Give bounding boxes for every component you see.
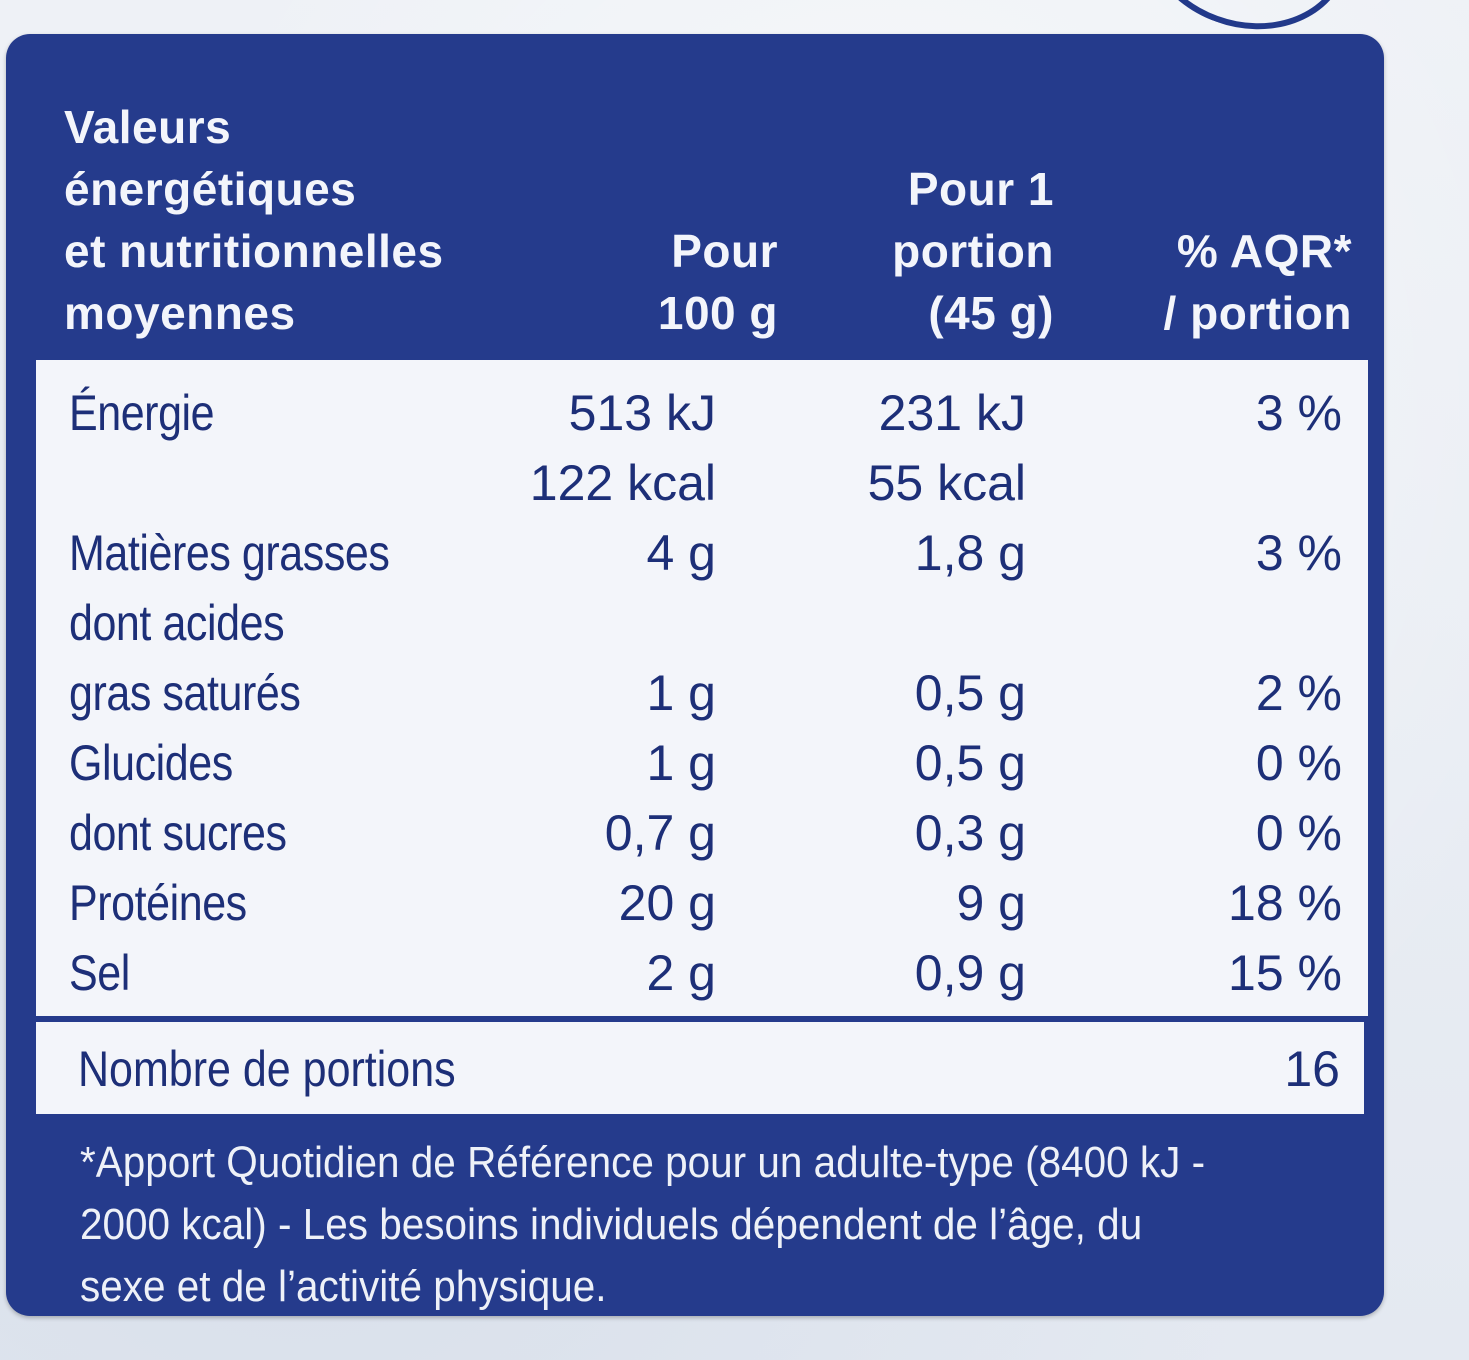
value-per-100g: 2 g [646, 945, 716, 1001]
header-col3-line: % AQR* [1176, 225, 1352, 277]
portions-box: Nombre de portions 16 [36, 1022, 1364, 1114]
header-col2-line: Pour 1 [907, 163, 1054, 215]
table-row: Énergie [38, 378, 1180, 448]
header-col3-line: / portion [1163, 287, 1352, 339]
header-label: Valeurs énergétiques et nutritionnelles … [64, 96, 584, 344]
footnote-line: *Apport Quotidien de Référence pour un a… [80, 1138, 1206, 1187]
table-row: dont sucres [38, 798, 1180, 868]
header-label-line: énergétiques [64, 163, 357, 215]
header-col1-line: 100 g [657, 287, 778, 339]
value-per-100g: 1 g [646, 735, 716, 791]
table-row-values: 20 g 9 g 18 % [38, 868, 1366, 938]
header-label-line: moyennes [64, 287, 296, 339]
nutrient-name: Énergie [68, 385, 215, 441]
value-per-100g: 0,7 g [604, 805, 716, 861]
nutrient-name: dont acides [68, 595, 285, 651]
value-aqr: 0 % [1255, 805, 1342, 861]
table-row-values: 0,7 g 0,3 g 0 % [38, 798, 1366, 868]
footnote-line: sexe et de l’activité physique. [80, 1262, 607, 1311]
value-per-100g: 122 kcal [529, 455, 716, 511]
value-per-portion: 231 kJ [878, 385, 1026, 441]
value-per-portion: 9 g [956, 875, 1026, 931]
value-per-100g: 4 g [646, 525, 716, 581]
table-row: Sel [38, 938, 1180, 1008]
table-row: Glucides [38, 728, 1180, 798]
footnote-line: 2000 kcal) - Les besoins individuels dép… [80, 1200, 1143, 1249]
nutrient-name: Matières grasses [68, 525, 390, 581]
table-row-values: 4 g 1,8 g 3 % [38, 518, 1366, 588]
portions-value: 16 [1284, 1041, 1340, 1097]
value-per-portion: 0,5 g [914, 665, 1026, 721]
value-per-portion: 0,9 g [914, 945, 1026, 1001]
table-row-values: 2 g 0,9 g 15 % [38, 938, 1366, 1008]
value-aqr: 15 % [1228, 945, 1342, 1001]
value-aqr: 3 % [1255, 385, 1342, 441]
table-row-values: 1 g 0,5 g 0 % [38, 728, 1366, 798]
value-per-100g: 20 g [618, 875, 716, 931]
table-row-values: 1 g 0,5 g 2 % [38, 658, 1366, 728]
portions-label: Nombre de portions [78, 1041, 456, 1097]
header-label-line: et nutritionnelles [64, 225, 444, 277]
value-aqr: 3 % [1255, 525, 1342, 581]
header-aqr-percent: % AQR* / portion [1096, 220, 1352, 344]
nutrient-name: Glucides [68, 735, 233, 791]
header-col2-line: portion [892, 225, 1054, 277]
header-label-line: Valeurs [64, 101, 232, 153]
value-aqr: 0 % [1255, 735, 1342, 791]
value-per-portion: 0,3 g [914, 805, 1026, 861]
footnote: *Apport Quotidien de Référence pour un a… [80, 1132, 1267, 1318]
table-row-values: 122 kcal 55 kcal [38, 448, 1366, 518]
nutrient-name: Protéines [68, 875, 247, 931]
nutrient-name: dont sucres [68, 805, 287, 861]
nutrient-name: Sel [68, 945, 130, 1001]
table-row-values: 513 kJ 231 kJ 3 % [38, 378, 1366, 448]
header-per-100g: Pour 100 g [566, 220, 778, 344]
value-per-100g: 513 kJ [568, 385, 716, 441]
value-per-portion: 1,8 g [914, 525, 1026, 581]
table-row: Protéines [38, 868, 1180, 938]
nutrient-name: gras saturés [68, 665, 301, 721]
nutrition-label-panel: Valeurs énergétiques et nutritionnelles … [6, 34, 1384, 1316]
table-row: gras saturés [38, 658, 1180, 728]
header-col1-line: Pour [671, 225, 778, 277]
table-row-values [38, 588, 1366, 658]
value-per-portion: 0,5 g [914, 735, 1026, 791]
header-col2-line: (45 g) [928, 287, 1054, 339]
value-per-portion: 55 kcal [867, 455, 1026, 511]
nutrition-table: Énergie 513 kJ 231 kJ 3 % 122 kcal 55 kca… [36, 360, 1368, 1016]
header-per-portion: Pour 1 portion (45 g) [826, 158, 1054, 344]
table-row: Matières grasses [38, 518, 1180, 588]
table-row: dont acides [38, 588, 1180, 658]
value-aqr: 2 % [1255, 665, 1342, 721]
value-per-100g: 1 g [646, 665, 716, 721]
value-aqr: 18 % [1228, 875, 1342, 931]
